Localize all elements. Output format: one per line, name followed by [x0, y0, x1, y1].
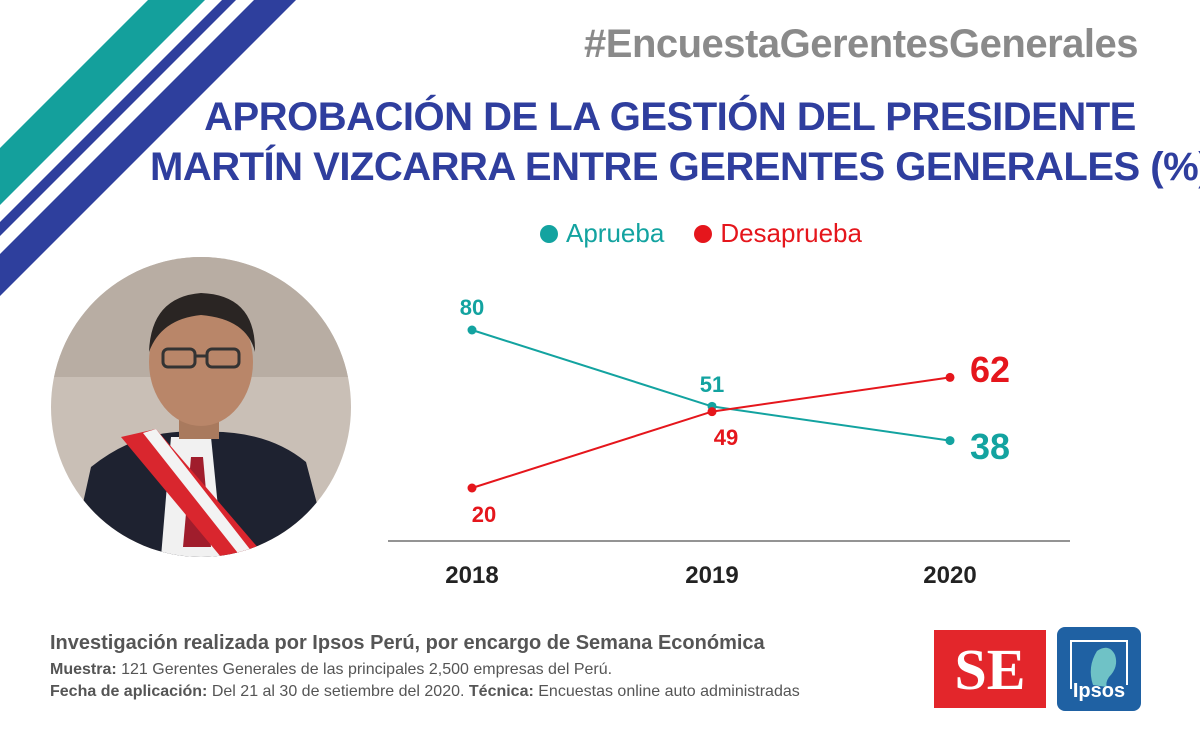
x-tick-label-2018: 2018: [445, 562, 498, 589]
muestra-label: Muestra:: [50, 661, 117, 678]
fecha-label: Fecha de aplicación:: [50, 683, 208, 700]
se-logo: SE: [934, 630, 1046, 708]
data-label-desaprueba-2019: 49: [714, 425, 738, 450]
title-line-1: APROBACIÓN DE LA GESTIÓN DEL PRESIDENTE: [204, 95, 1136, 139]
tecnica-text: Encuestas online auto administradas: [533, 683, 800, 700]
title-line-2: MARTÍN VIZCARRA ENTRE GERENTES GENERALES…: [150, 145, 1200, 189]
legend-dot-desaprueba: [694, 224, 713, 243]
x-tick-label-2020: 2020: [923, 562, 976, 589]
point-aprueba-2018: [467, 325, 477, 335]
legend-item-aprueba: Aprueba: [540, 218, 664, 249]
hashtag: #EncuestaGerentesGenerales: [584, 22, 1138, 66]
ipsos-logo-figure-icon: [1070, 640, 1128, 689]
legend-label-desaprueba: Desaprueba: [720, 218, 862, 248]
legend-label-aprueba: Aprueba: [566, 218, 665, 248]
x-tick-label-2019: 2019: [685, 562, 738, 589]
page-title: APROBACIÓN DE LA GESTIÓN DEL PRESIDENTE …: [150, 92, 1200, 192]
data-label-aprueba-2018: 80: [460, 295, 484, 320]
footer-muestra: Muestra: 121 Gerentes Generales de las p…: [50, 659, 800, 681]
data-label-desaprueba-2018: 20: [472, 502, 496, 527]
chart-legend: Aprueba Desaprueba: [540, 218, 892, 249]
point-desaprueba-2018: [467, 483, 477, 493]
fecha-text: Del 21 al 30 de setiembre del 2020.: [207, 683, 469, 700]
footer: Investigación realizada por Ipsos Perú, …: [50, 632, 800, 703]
ipsos-logo: Ipsos: [1057, 627, 1141, 711]
footer-credit: Investigación realizada por Ipsos Perú, …: [50, 632, 765, 654]
ipsos-logo-word: Ipsos: [1072, 680, 1126, 702]
tecnica-label: Técnica:: [468, 683, 534, 700]
point-desaprueba-2020: [945, 372, 955, 382]
data-label-aprueba-2019: 51: [700, 372, 724, 397]
point-aprueba-2020: [945, 436, 955, 446]
decorative-stripes: [0, 0, 296, 296]
legend-item-desaprueba: Desaprueba: [694, 218, 862, 249]
legend-dot-aprueba: [540, 224, 558, 243]
point-desaprueba-2019: [707, 407, 717, 417]
footer-fecha: Fecha de aplicación: Del 21 al 30 de set…: [50, 681, 800, 703]
data-label-desaprueba-2020: 62: [970, 349, 1010, 390]
data-label-aprueba-2020: 38: [970, 426, 1010, 467]
muestra-text: 121 Gerentes Generales de las principale…: [116, 661, 613, 678]
